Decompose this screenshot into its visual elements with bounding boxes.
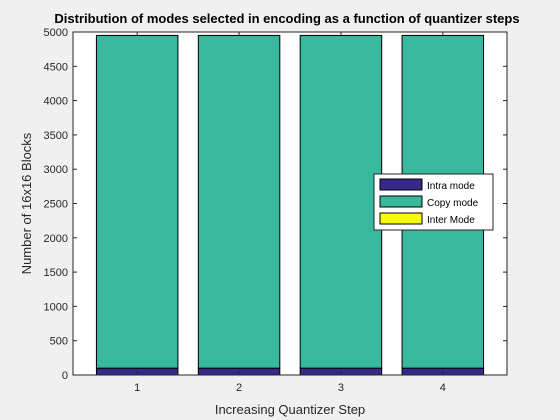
y-tick-label: 4500 (44, 61, 68, 73)
legend-label-1: Intra mode (427, 181, 475, 192)
bar-segment-2-cat-3 (299, 34, 383, 369)
axes-layer: 0 500 1000 1500 2000 2500 3000 3500 4000 4500 5000… (44, 27, 507, 394)
y-tick-label: 3000 (44, 164, 68, 176)
x-axis-label: Increasing Quantizer Step (215, 402, 365, 417)
legend-label-2: Copy mode (427, 198, 479, 209)
y-axis-label: Number of 16x16 Blocks (19, 132, 34, 274)
legend-swatch-1 (379, 178, 423, 191)
bar-segment-2-cat-1 (95, 34, 179, 369)
bar-segment-2-cat-2 (197, 34, 281, 369)
y-tick-label: 4000 (44, 96, 68, 108)
y-tick-label: 500 (50, 336, 68, 348)
plot-frame (72, 31, 508, 376)
legend-swatch-3 (379, 212, 423, 225)
x-tick-label: 4 (440, 382, 446, 394)
y-tick-label: 0 (62, 370, 68, 382)
x-tick-label: 2 (236, 382, 242, 394)
y-tick-label: 1500 (44, 267, 68, 279)
y-tick-label: 3500 (44, 130, 68, 142)
legend-swatch-2 (379, 195, 423, 208)
x-tick-label: 3 (338, 382, 344, 394)
chart-title: Distribution of modes selected in encodi… (54, 11, 519, 26)
legend: Intra mode Copy mode Inter Mode (373, 173, 494, 231)
x-tick-label: 1 (134, 382, 140, 394)
y-tick-label: 2000 (44, 233, 68, 245)
y-tick-label: 1000 (44, 301, 68, 313)
y-tick-label: 5000 (44, 27, 68, 39)
y-tick-label: 2500 (44, 199, 68, 211)
legend-label-3: Inter Mode (427, 215, 475, 226)
